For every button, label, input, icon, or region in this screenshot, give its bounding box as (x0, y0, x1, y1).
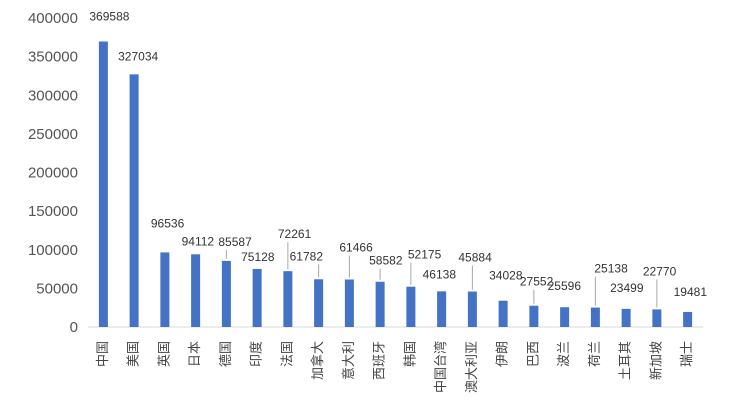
bars (98, 41, 693, 327)
data-label: 58582 (369, 254, 403, 268)
x-tick-label: 英国 (157, 341, 172, 367)
data-label: 34028 (489, 269, 523, 283)
bar (375, 281, 385, 327)
data-label: 327034 (118, 49, 158, 63)
x-tick-label-text: 韩国 (403, 341, 418, 367)
bar (498, 300, 508, 327)
x-tick-label: 意大利 (341, 341, 357, 380)
bar (467, 291, 477, 327)
x-tick-label: 巴西 (526, 341, 541, 367)
y-tick-label: 400000 (28, 10, 78, 27)
y-tick-label: 150000 (28, 203, 78, 220)
bar (590, 307, 600, 327)
data-label: 23499 (610, 281, 644, 295)
x-tick-label-text: 西班牙 (373, 341, 388, 380)
x-tick-label-text: 澳大利亚 (464, 341, 480, 393)
x-tick-label-text: 日本 (188, 341, 203, 367)
y-tick-label: 300000 (28, 87, 78, 104)
x-tick-label-text: 印度 (249, 341, 265, 367)
data-label: 22770 (643, 264, 677, 278)
data-label: 46138 (423, 267, 457, 281)
data-label: 85587 (218, 235, 252, 249)
data-label: 19481 (674, 285, 708, 299)
data-label: 369588 (89, 9, 129, 23)
y-axis: 0 50000 100000 150000 200000 250000 300000 3500… (28, 10, 78, 336)
x-tick-label: 德国 (219, 341, 234, 367)
bar (683, 311, 693, 327)
bar (437, 291, 447, 327)
bar (191, 254, 201, 327)
x-tick-label-text: 意大利 (341, 341, 357, 380)
data-label: 61782 (290, 249, 324, 263)
bar (406, 286, 416, 327)
bar (98, 41, 108, 327)
x-tick-label-text: 美国 (127, 341, 142, 367)
x-tick-label: 新加坡 (648, 341, 664, 380)
bar (252, 268, 262, 327)
y-tick-label: 0 (70, 319, 78, 336)
x-tick-label-text: 中国台湾 (433, 341, 449, 393)
x-tick-label: 法国 (280, 341, 295, 367)
bar (129, 74, 139, 327)
x-tick-label: 波兰 (557, 341, 572, 367)
x-tick-label: 韩国 (403, 341, 418, 367)
y-tick-label: 350000 (28, 49, 78, 66)
x-tick-label-text: 瑞士 (680, 341, 695, 367)
x-tick-label: 瑞士 (680, 341, 695, 367)
label-leader-lines (225, 242, 658, 308)
x-tick-label-text: 加拿大 (310, 341, 326, 380)
y-tick-label: 250000 (28, 126, 78, 143)
x-tick-label: 荷兰 (588, 341, 603, 367)
x-tick-label: 加拿大 (310, 341, 326, 380)
data-label: 96536 (151, 216, 185, 230)
bar (652, 309, 662, 327)
data-label: 25138 (594, 262, 628, 276)
bar (314, 279, 324, 327)
y-tick-label: 200000 (28, 165, 78, 182)
x-tick-label: 西班牙 (373, 341, 388, 380)
x-tick-label-text: 巴西 (526, 341, 541, 367)
bar (221, 260, 231, 327)
bar (621, 308, 631, 327)
x-tick-label: 澳大利亚 (464, 341, 480, 393)
x-tick-label-text: 荷兰 (588, 341, 603, 367)
x-tick-label-text: 法国 (280, 341, 295, 367)
x-tick-label: 美国 (127, 341, 142, 367)
x-tick-label-text: 伊朗 (496, 341, 511, 367)
x-tick-label: 中国台湾 (433, 341, 449, 393)
x-tick-label: 日本 (188, 341, 203, 367)
x-tick-label: 印度 (249, 341, 265, 367)
data-label: 45884 (458, 251, 492, 265)
data-label: 94112 (182, 234, 215, 248)
x-tick-label-text: 英国 (157, 341, 172, 367)
x-tick-label: 土耳其 (619, 341, 634, 380)
x-tick-label-text: 德国 (219, 341, 234, 367)
x-tick-label-text: 波兰 (557, 341, 572, 367)
data-label: 27552 (520, 275, 554, 289)
bar (560, 307, 570, 327)
bar (344, 279, 354, 327)
data-label: 72261 (278, 227, 312, 241)
x-tick-label: 中国 (96, 341, 111, 367)
data-label: 75128 (241, 250, 275, 264)
x-tick-label-text: 中国 (96, 341, 111, 367)
bar (160, 252, 170, 327)
data-label: 52175 (408, 248, 442, 262)
x-axis-labels: 中国 美国 英国 日本 德国 印度 法国 加拿大 意大利 西班牙 韩国 中国台湾 澳大利亚 伊朗 巴西 波兰荷… (96, 341, 695, 393)
x-tick-label-text: 新加坡 (648, 341, 664, 380)
data-label: 25596 (548, 279, 582, 293)
bar (283, 271, 293, 327)
data-label: 61466 (339, 241, 373, 255)
x-tick-label-text: 土耳其 (619, 341, 634, 380)
bar (529, 305, 539, 327)
y-tick-label: 100000 (28, 242, 78, 259)
y-tick-label: 50000 (36, 280, 78, 297)
x-tick-label: 伊朗 (496, 341, 511, 367)
